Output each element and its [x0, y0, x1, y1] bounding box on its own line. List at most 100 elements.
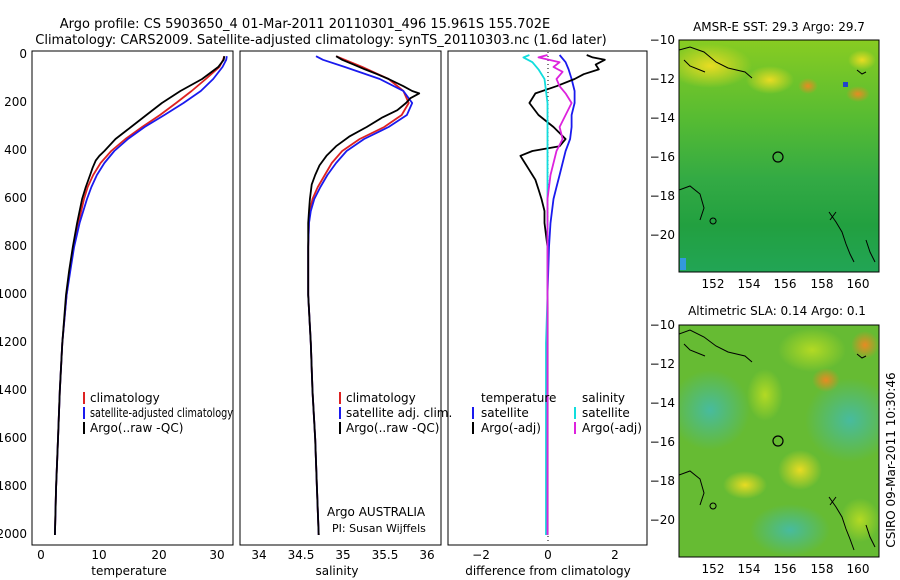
- lat-tick-label: −10: [650, 33, 675, 47]
- sst-x-ticks: 152 154 156 158 160: [702, 277, 870, 291]
- lat-tick-label: −20: [650, 228, 675, 242]
- lat-tick-label: −14: [650, 111, 675, 125]
- legend-label-sal-argo: Argo(-adj): [582, 421, 642, 435]
- difference-legend: temperature satellite Argo(-adj) salinit…: [472, 391, 642, 435]
- sla-low-patch: [805, 378, 879, 462]
- sla-argo-location-marker: [772, 435, 784, 447]
- sla-coastline: [679, 329, 876, 551]
- y-tick-label: 2000: [0, 527, 27, 541]
- temperature-x-axis-label: temperature: [91, 564, 166, 578]
- sla-high-patch: [778, 450, 822, 490]
- series-line-climatology: [54, 55, 226, 536]
- sst-hot-patch: [798, 78, 818, 94]
- salinity-x-axis-label: salinity: [315, 564, 358, 578]
- lat-tick-label: −16: [650, 150, 675, 164]
- y-tick-label: 1200: [0, 335, 27, 349]
- lat-tick-label: −18: [650, 189, 675, 203]
- sst-warm-patch: [746, 66, 794, 94]
- x-tick-label: 0: [544, 548, 552, 562]
- lon-tick-label: 156: [774, 277, 797, 291]
- legend-label-temp-argo: Argo(-adj): [481, 421, 541, 435]
- temperature-series: [54, 55, 228, 536]
- sla-low-patch: [750, 504, 830, 556]
- series-line-salinity-satellite: [522, 54, 549, 535]
- sla-high-patch: [747, 369, 783, 421]
- sla-high-patch: [840, 498, 879, 542]
- legend-label-satellite-adjusted: satellite-adjusted climatology: [90, 406, 233, 420]
- sst-heatmap: [679, 40, 879, 272]
- lat-tick-label: −12: [650, 72, 675, 86]
- sst-warm-patch: [679, 44, 752, 88]
- figure-title-line2: Climatology: CARS2009. Satellite-adjuste…: [35, 33, 607, 48]
- x-tick-label: 2: [611, 548, 619, 562]
- sla-high-patch: [723, 471, 767, 499]
- sst-cold-pixel: [680, 258, 686, 270]
- temperature-y-ticks: 0 200 400 600 800 1000 1200 1400 1600 18…: [0, 47, 27, 541]
- sla-map-panel: Altimetric SLA: 0.14 Argo: 0.1 −10 −12 −…: [650, 304, 880, 576]
- sla-peak-patch: [851, 331, 879, 359]
- x-tick-label: 35.5: [372, 548, 399, 562]
- legend-group-salinity: salinity: [582, 391, 625, 405]
- sst-map-title: AMSR-E SST: 29.3 Argo: 29.7: [693, 20, 865, 34]
- sla-peak-patch: [812, 368, 840, 392]
- lon-tick-label: 156: [774, 562, 797, 576]
- legend-group-temperature: temperature: [481, 391, 556, 405]
- series-line-temperature-satellite: [546, 54, 576, 535]
- difference-plot-frame: [447, 50, 648, 546]
- sst-hot-patch: [846, 86, 870, 102]
- salinity-annotation-line1: Argo AUSTRALIA: [327, 505, 426, 519]
- y-tick-label: 1800: [0, 479, 27, 493]
- x-tick-label: 0: [37, 548, 45, 562]
- lon-tick-label: 160: [847, 562, 870, 576]
- legend-label-sal-satellite: satellite: [582, 406, 630, 420]
- sst-y-ticks: −10 −12 −14 −16 −18 −20: [650, 33, 675, 242]
- lon-tick-label: 152: [702, 562, 725, 576]
- temperature-x-ticks: 0 10 20 30: [37, 548, 224, 562]
- series-line-argo-raw-qc: [54, 56, 226, 536]
- legend-label-temp-satellite: satellite: [481, 406, 529, 420]
- lon-tick-label: 154: [738, 277, 761, 291]
- side-timestamp-label: CSIRO 09-Mar-2011 10:30:46: [884, 372, 898, 547]
- sla-high-patch: [778, 328, 846, 372]
- x-tick-label: 35: [335, 548, 350, 562]
- y-tick-label: 1000: [0, 287, 27, 301]
- difference-x-axis-label: difference from climatology: [465, 564, 631, 578]
- temperature-legend: climatology satellite-adjusted climatolo…: [83, 391, 233, 435]
- y-tick-label: 1600: [0, 431, 27, 445]
- sst-warm-patch: [848, 50, 876, 70]
- sla-heatmap: [679, 325, 879, 557]
- sla-low-patch: [679, 370, 750, 450]
- sst-map-panel: AMSR-E SST: 29.3 Argo: 29.7 −10 −12 −14 …: [650, 20, 880, 291]
- salinity-series: [307, 55, 421, 536]
- y-tick-label: 400: [4, 143, 27, 157]
- lat-tick-label: −16: [650, 435, 675, 449]
- salinity-panel: 34 34.5 35 35.5 36 salinity climatology …: [239, 50, 452, 578]
- difference-series: [519, 54, 606, 535]
- temperature-plot-frame: [31, 50, 234, 546]
- legend-label-satellite-adj: satellite adj. clim.: [346, 406, 452, 420]
- lat-tick-label: −10: [650, 318, 675, 332]
- sst-cold-pixel: [843, 82, 848, 87]
- salinity-plot-frame: [239, 50, 442, 546]
- y-tick-label: 200: [4, 95, 27, 109]
- x-tick-label: −2: [472, 548, 490, 562]
- x-tick-label: 30: [209, 548, 224, 562]
- salinity-annotation-line2: PI: Susan Wijffels: [332, 522, 426, 535]
- difference-panel: −2 0 2 difference from climatology tempe…: [447, 50, 648, 578]
- x-tick-label: 34: [251, 548, 266, 562]
- y-tick-label: 800: [4, 239, 27, 253]
- series-line-climatology: [307, 55, 410, 536]
- lon-tick-label: 158: [811, 562, 834, 576]
- salinity-legend: climatology satellite adj. clim. Argo(..…: [339, 391, 452, 435]
- sla-y-ticks: −10 −12 −14 −16 −18 −20: [650, 318, 675, 527]
- x-tick-label: 10: [91, 548, 106, 562]
- sla-map-frame: [678, 324, 880, 558]
- lat-tick-label: −20: [650, 513, 675, 527]
- lat-tick-label: −12: [650, 357, 675, 371]
- x-tick-label: 36: [419, 548, 434, 562]
- legend-label-argo: Argo(..raw -QC): [90, 421, 183, 435]
- sst-argo-location-marker: [772, 151, 784, 163]
- sla-map-title: Altimetric SLA: 0.14 Argo: 0.1: [688, 304, 866, 318]
- lon-tick-label: 160: [847, 277, 870, 291]
